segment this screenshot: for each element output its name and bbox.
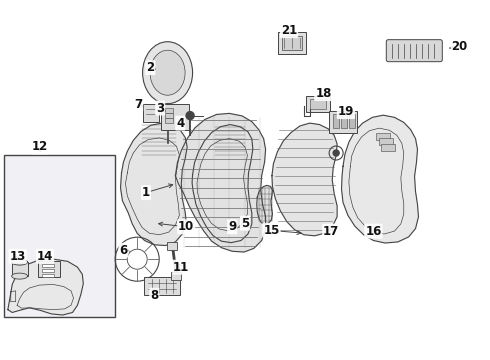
Ellipse shape (12, 273, 27, 279)
Text: 17: 17 (323, 225, 340, 238)
Bar (277, 32, 306, 54)
Bar (166, 118, 173, 123)
Bar (144, 277, 180, 295)
Bar (376, 133, 390, 140)
Text: 20: 20 (451, 40, 468, 53)
Text: 12: 12 (32, 140, 49, 153)
Bar (4, 155, 115, 317)
Bar (166, 113, 173, 118)
Polygon shape (257, 185, 272, 224)
Bar (381, 144, 395, 150)
Bar (329, 111, 357, 132)
Bar (42, 269, 54, 272)
Polygon shape (121, 123, 187, 246)
Text: 9: 9 (228, 220, 236, 233)
Text: 8: 8 (150, 289, 158, 302)
Text: 10: 10 (178, 220, 195, 233)
Text: 13: 13 (9, 250, 26, 263)
Bar (161, 104, 190, 130)
Ellipse shape (12, 259, 27, 265)
Bar (282, 36, 301, 50)
Polygon shape (272, 123, 337, 236)
Polygon shape (192, 125, 253, 243)
Circle shape (333, 150, 339, 156)
Ellipse shape (150, 50, 185, 95)
Bar (12, 262, 27, 276)
Text: 15: 15 (263, 224, 280, 237)
Bar (166, 108, 173, 113)
Bar (349, 114, 355, 127)
Bar (38, 261, 60, 277)
Circle shape (186, 112, 194, 120)
Text: 1: 1 (142, 186, 150, 199)
Text: 5: 5 (241, 217, 249, 230)
Bar (42, 274, 54, 277)
Text: 11: 11 (173, 261, 190, 274)
Polygon shape (8, 259, 83, 315)
FancyBboxPatch shape (386, 40, 442, 62)
Text: 3: 3 (156, 102, 164, 114)
Bar (172, 273, 181, 280)
Bar (143, 104, 159, 122)
Polygon shape (175, 113, 266, 252)
Text: 6: 6 (120, 244, 127, 257)
Bar (341, 114, 347, 127)
Text: 4: 4 (176, 117, 184, 130)
Bar (168, 242, 177, 249)
Bar (42, 264, 54, 267)
Text: 2: 2 (147, 61, 154, 74)
Polygon shape (342, 115, 418, 243)
Bar (306, 96, 329, 112)
Bar (333, 114, 339, 127)
Text: 14: 14 (37, 250, 53, 263)
Text: 19: 19 (338, 105, 354, 118)
Bar (379, 138, 392, 145)
Bar (310, 99, 325, 109)
Text: 16: 16 (365, 225, 382, 238)
Text: 21: 21 (281, 24, 297, 37)
Text: 7: 7 (134, 98, 142, 111)
Ellipse shape (143, 42, 193, 104)
Text: 18: 18 (315, 87, 332, 100)
